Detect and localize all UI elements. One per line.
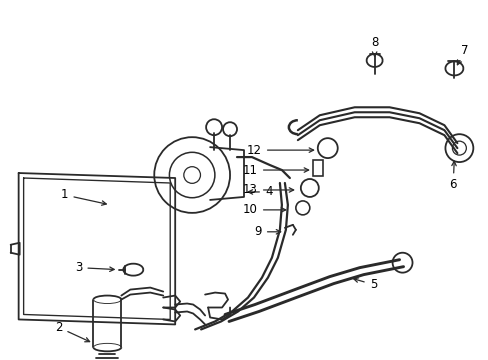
Text: 4: 4 xyxy=(248,185,272,198)
Text: 7: 7 xyxy=(456,44,468,65)
Text: 9: 9 xyxy=(254,225,280,238)
Text: 12: 12 xyxy=(246,144,313,157)
Text: 2: 2 xyxy=(55,321,89,342)
Text: 8: 8 xyxy=(370,36,378,56)
Text: 6: 6 xyxy=(448,161,456,192)
Text: 11: 11 xyxy=(243,163,308,176)
Text: 10: 10 xyxy=(243,203,285,216)
Text: 3: 3 xyxy=(75,261,114,274)
Text: 1: 1 xyxy=(61,188,106,205)
Text: 13: 13 xyxy=(243,184,293,197)
Text: 5: 5 xyxy=(353,278,376,291)
Bar xyxy=(312,160,322,176)
